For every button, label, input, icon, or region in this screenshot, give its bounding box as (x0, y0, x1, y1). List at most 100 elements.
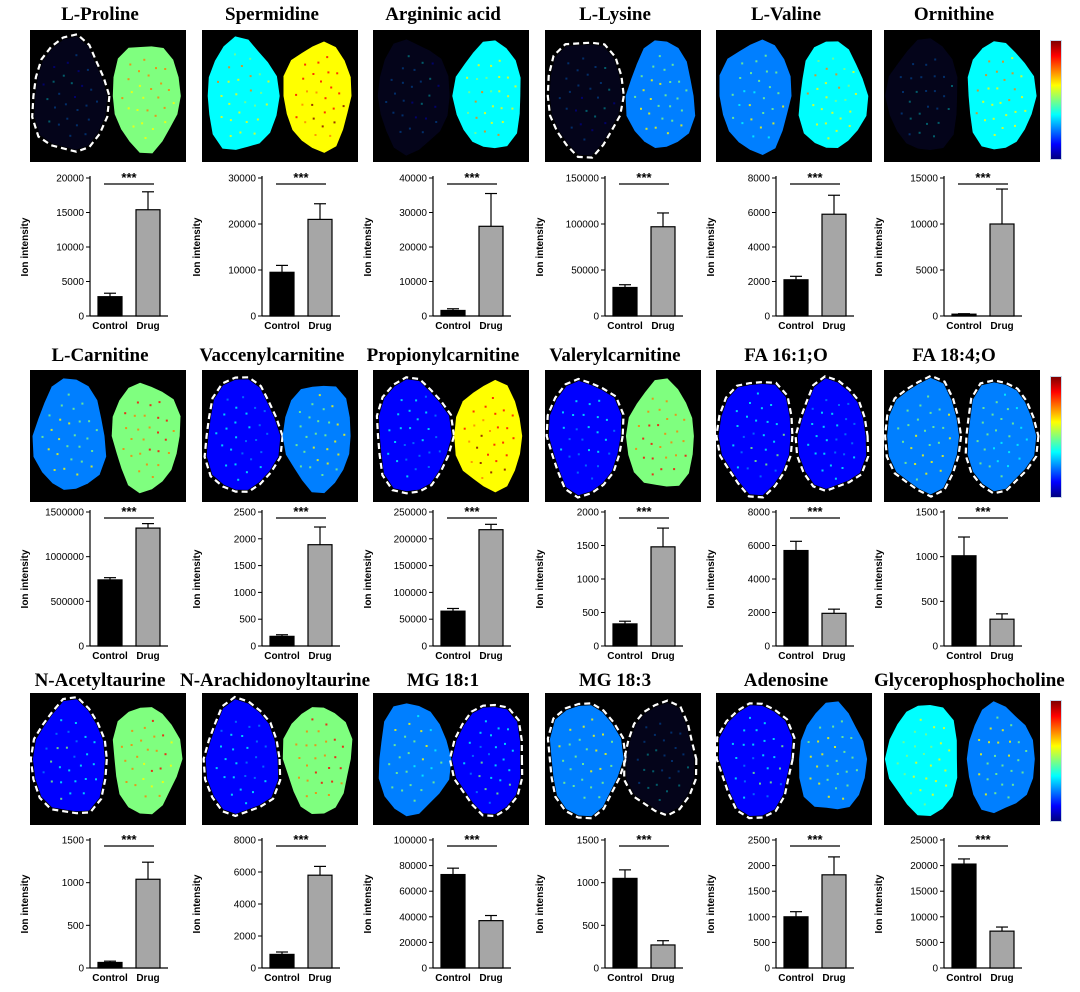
pixel-speckle (497, 727, 500, 730)
pixel-speckle (264, 780, 267, 783)
pixel-speckle (437, 84, 440, 87)
ion-image (373, 30, 529, 162)
pixel-speckle (779, 783, 782, 786)
x-tick-label: Control (92, 651, 128, 662)
pixel-speckle (246, 746, 249, 749)
pixel-speckle (332, 107, 335, 110)
pixel-speckle (63, 467, 66, 470)
pixel-speckle (490, 90, 493, 93)
pixel-speckle (905, 754, 908, 757)
pixel-speckle (919, 718, 922, 721)
ion-image (202, 30, 358, 162)
pixel-speckle (56, 747, 59, 750)
pixel-speckle (777, 92, 780, 95)
pixel-speckle (976, 440, 979, 443)
pixel-speckle (574, 755, 577, 758)
drug-bar (650, 546, 676, 647)
pixel-speckle (241, 735, 244, 737)
pixel-speckle (304, 63, 307, 66)
pixel-speckle (324, 434, 327, 437)
y-tick-label: 15000 (56, 208, 84, 219)
pixel-speckle (997, 741, 1000, 744)
pixel-speckle (596, 431, 599, 434)
pixel-speckle (323, 754, 326, 757)
y-tick-label: 50000 (571, 266, 599, 277)
pixel-speckle (763, 722, 766, 725)
x-tick-label: Drug (990, 973, 1013, 984)
pixel-speckle (72, 407, 75, 410)
bar-chart: Ion intensity 0 2000 4000 6000 8000 Control Dru… (702, 500, 862, 668)
control-lobe (378, 379, 452, 492)
pixel-speckle (427, 466, 430, 468)
pixel-speckle (144, 137, 147, 139)
control-lobe (377, 39, 450, 156)
pixel-speckle (167, 89, 170, 91)
pixel-speckle (305, 795, 308, 798)
pixel-speckle (136, 755, 139, 758)
pixel-speckle (66, 61, 69, 64)
pixel-speckle (850, 737, 853, 739)
pixel-speckle (221, 444, 224, 447)
pixel-speckle (124, 759, 127, 762)
drug-lobe (966, 701, 1035, 814)
y-tick-label: 30000 (399, 208, 427, 219)
pixel-speckle (897, 427, 900, 430)
pixel-speckle (594, 115, 597, 118)
pixel-speckle (428, 94, 431, 97)
bar-chart: Ion intensity 0 500 1000 1500 2000 Control Drug… (531, 500, 691, 668)
pixel-speckle (125, 781, 128, 783)
pixel-speckle (490, 734, 492, 737)
pixel-speckle (743, 796, 746, 799)
pixel-speckle (668, 776, 671, 779)
pixel-speckle (1011, 57, 1014, 60)
pixel-speckle (76, 109, 79, 111)
pixel-speckle (835, 129, 838, 132)
pixel-speckle (594, 66, 597, 68)
y-tick-label: 500 (921, 597, 938, 608)
pixel-speckle (775, 423, 778, 426)
pixel-speckle (263, 410, 266, 413)
control-lobe (549, 705, 624, 817)
pixel-speckle (827, 795, 830, 798)
pixel-speckle (933, 135, 935, 138)
control-bar (440, 309, 466, 317)
pixel-speckle (42, 83, 45, 86)
pixel-speckle (314, 757, 317, 760)
pixel-speckle (1011, 422, 1014, 425)
panel-title: N-Arachidonoyltaurine (180, 670, 370, 691)
pixel-speckle (666, 132, 669, 135)
pixel-speckle (766, 420, 769, 423)
pixel-speckle (912, 775, 915, 778)
pixel-speckle (986, 778, 989, 781)
pixel-speckle (84, 735, 87, 738)
pixel-speckle (643, 768, 646, 771)
y-tick-label: 6000 (748, 541, 771, 552)
pixel-speckle (326, 448, 329, 451)
pixel-speckle (331, 780, 334, 783)
pixel-speckle (407, 55, 410, 58)
pixel-speckle (845, 770, 848, 773)
pixel-speckle (463, 762, 466, 765)
pixel-speckle (843, 68, 846, 70)
pixel-speckle (155, 67, 157, 70)
pixel-speckle (638, 781, 641, 784)
pixel-speckle (731, 742, 734, 745)
pixel-speckle (676, 97, 679, 100)
colorbar (1050, 40, 1062, 160)
pixel-speckle (337, 453, 340, 456)
pixel-speckle (750, 118, 753, 121)
pixel-speckle (659, 82, 662, 85)
pixel-speckle (425, 745, 428, 747)
pixel-speckle (496, 792, 499, 795)
y-axis-label: Ion intensity (20, 874, 31, 933)
control-bar (97, 961, 123, 969)
pixel-speckle (415, 399, 418, 402)
pixel-speckle (569, 728, 572, 731)
y-tick-label: 0 (932, 964, 938, 975)
pixel-speckle (225, 464, 228, 467)
control-bar (783, 279, 809, 317)
pixel-speckle (908, 100, 911, 103)
pixel-speckle (776, 454, 779, 457)
pixel-speckle (585, 109, 588, 112)
pixel-speckle (235, 436, 238, 439)
